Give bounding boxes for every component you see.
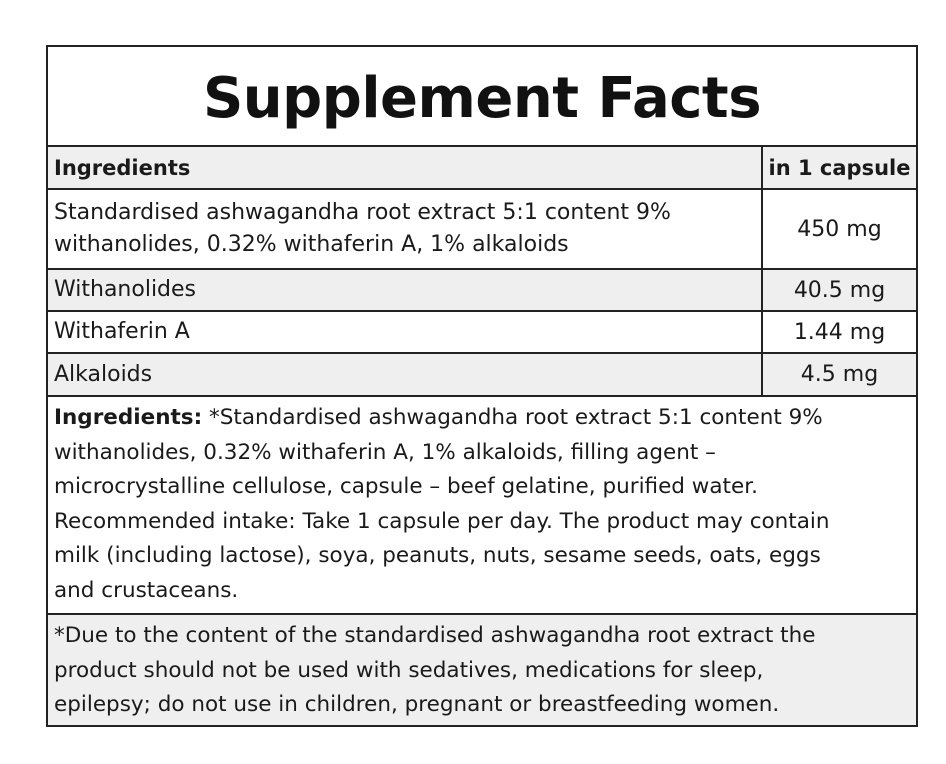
table-row: Standardised ashwagandha root extract 5:… (48, 190, 916, 270)
ingredients-text-label: Ingredients: (54, 405, 203, 430)
ingredient-amount: 4.5 mg (800, 362, 879, 387)
ingredient-name-line: withanolides, 0.32% withaferin A, 1% alk… (54, 232, 569, 257)
ingredients-line: and crustaceans. (54, 577, 239, 603)
ingredients-line: withanolides, 0.32% withaferin A, 1% alk… (54, 439, 716, 465)
table-row: Withanolides 40.5 mg (48, 270, 916, 312)
ingredient-name: Withanolides (48, 270, 763, 310)
ingredients-line: microcrystalline cellulose, capsule – be… (54, 474, 758, 500)
ingredient-name-line: Standardised ashwagandha root extract 5:… (54, 200, 671, 225)
warning-line: product should not be used with sedative… (54, 657, 764, 683)
ingredient-name: Standardised ashwagandha root extract 5:… (48, 190, 763, 268)
ingredients-text-content: *Standardised ashwagandha root extract 5… (202, 405, 823, 430)
ingredient-name: Alkaloids (48, 354, 763, 395)
warning-line: epilepsy; do not use in children, pregna… (54, 692, 780, 718)
warning-line: *Due to the content of the standardised … (54, 623, 816, 648)
warning-text: *Due to the content of the standardised … (48, 615, 916, 725)
ingredient-amount: 1.44 mg (793, 319, 886, 345)
ingredients-line: Ingredients: *Standardised ashwagandha r… (54, 401, 908, 436)
ingredients-text: Ingredients: *Standardised ashwagandha r… (48, 397, 916, 615)
ingredient-amount: 40.5 mg (793, 277, 886, 303)
label-title: Supplement Facts (202, 65, 762, 131)
table-row: Withaferin A 1.44 mg (48, 312, 916, 354)
ingredient-amount: 450 mg (797, 216, 882, 242)
supplement-facts-label: Supplement Facts Ingredients in 1 capsul… (46, 45, 918, 727)
ingredients-column-header: Ingredients (48, 147, 763, 188)
ingredient-name: Withaferin A (48, 312, 763, 352)
amount-column-header: in 1 capsule (768, 155, 911, 180)
ingredients-line: Recommended intake: Take 1 capsule per d… (54, 508, 830, 534)
table-row: Alkaloids 4.5 mg (48, 354, 916, 397)
title-row: Supplement Facts (48, 47, 916, 147)
table-header-row: Ingredients in 1 capsule (48, 147, 916, 190)
ingredients-line: milk (including lactose), soya, peanuts,… (54, 543, 821, 569)
